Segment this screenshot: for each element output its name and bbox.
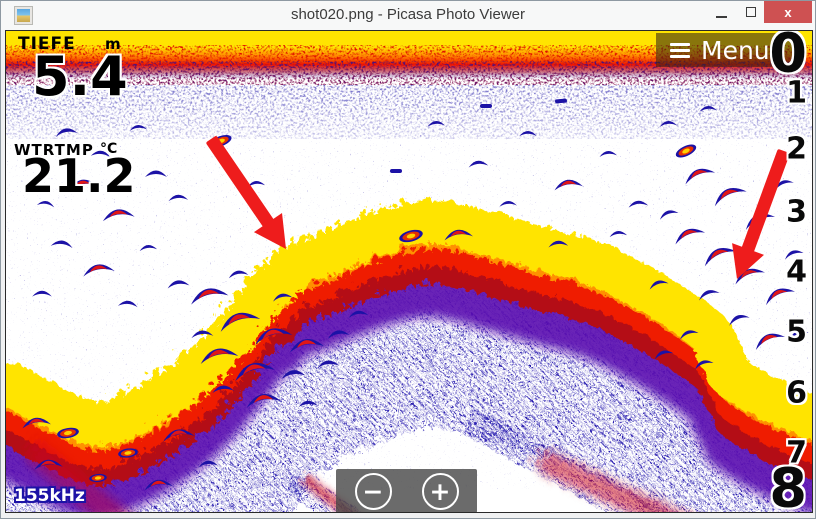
- depth-unit: m: [105, 35, 121, 53]
- water-temp-unit: °C: [100, 141, 118, 157]
- depth-scale-mark-5: 5: [786, 314, 807, 350]
- close-button[interactable]: x: [764, 1, 812, 23]
- water-temp-label: WTRTMP: [14, 141, 94, 159]
- depth-scale-mark-2: 2: [786, 131, 807, 167]
- menu-button-label: Menu: [701, 35, 770, 65]
- menu-button[interactable]: Menu: [656, 33, 793, 67]
- annotation-arrow: [206, 136, 286, 250]
- annotation-arrow: [732, 149, 790, 280]
- water-temp-value: 21.2: [22, 149, 136, 203]
- zoom-controls: − +: [336, 469, 477, 512]
- maximize-icon: [745, 7, 756, 17]
- depth-scale-mark-4: 4: [786, 254, 807, 290]
- minimize-icon: [715, 15, 727, 18]
- depth-scale-mark-8: 8: [769, 456, 807, 513]
- depth-scale-mark-3: 3: [786, 194, 807, 230]
- depth-label: TIEFE: [18, 34, 76, 54]
- picasa-app-icon: [15, 7, 32, 24]
- window-title: shot020.png - Picasa Photo Viewer: [290, 6, 526, 23]
- zoom-in-button[interactable]: +: [421, 472, 459, 510]
- frequency-label: 155kHz: [14, 486, 85, 506]
- minimize-button[interactable]: [707, 1, 735, 23]
- depth-value: 5.4: [32, 45, 128, 108]
- sonar-image: TIEFE m 5.4 WTRTMP °C 21.2 155kHz Menu 0…: [5, 30, 813, 513]
- depth-scale-mark-1: 1: [786, 75, 807, 111]
- depth-scale-mark-6: 6: [786, 375, 807, 411]
- depth-scale-mark-7: 7: [786, 435, 807, 471]
- hamburger-icon: [670, 40, 690, 61]
- zoom-out-button[interactable]: −: [354, 472, 392, 510]
- title-bar: shot020.png - Picasa Photo Viewer x: [1, 1, 815, 30]
- depth-scale-mark-0: 0: [769, 31, 807, 85]
- maximize-button[interactable]: [737, 1, 764, 23]
- annotation-arrows: [206, 136, 790, 280]
